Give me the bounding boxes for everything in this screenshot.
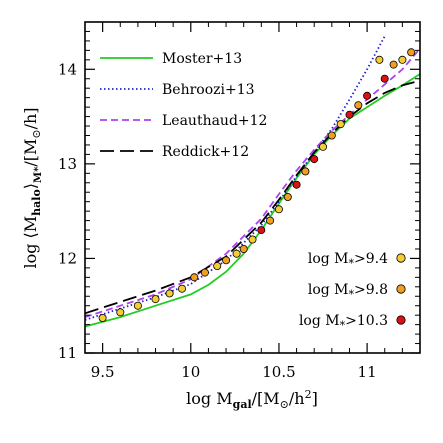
points-legend-label: log M*>9.8 <box>308 282 388 301</box>
data-point-24 <box>354 101 363 110</box>
data-point-1 <box>116 308 125 317</box>
data-point-15 <box>274 205 283 214</box>
data-point-9 <box>222 256 231 265</box>
data-point-7 <box>200 268 209 277</box>
x-tick-label: 9.5 <box>91 363 115 381</box>
data-point-0 <box>98 313 107 322</box>
data-point-30 <box>407 48 416 57</box>
x-tick-label: 10 <box>181 363 200 381</box>
legend-label-behroozi-13: Behroozi+13 <box>162 82 255 98</box>
series-line-moster-13 <box>84 73 421 328</box>
x-axis-label: log Mgal/[M⊙/h2] <box>186 388 318 411</box>
data-point-8 <box>213 261 222 270</box>
legend-label-moster-13: Moster+13 <box>162 51 242 67</box>
points-legend-marker <box>396 284 406 294</box>
legend-label-leauthaud-12: Leauthaud+12 <box>162 113 267 129</box>
data-point-22 <box>336 120 345 129</box>
data-point-4 <box>165 289 174 298</box>
data-point-14 <box>266 216 275 225</box>
data-point-13 <box>257 226 266 235</box>
data-point-6 <box>190 273 199 282</box>
y-tick-label: 12 <box>58 249 77 267</box>
y-tick-label: 14 <box>58 60 77 78</box>
data-point-2 <box>133 301 142 310</box>
data-point-28 <box>389 60 398 69</box>
x-tick-label: 11 <box>358 363 377 381</box>
y-tick-label: 13 <box>58 155 77 173</box>
data-point-29 <box>398 55 407 64</box>
data-point-25 <box>363 91 372 100</box>
points-legend-label: log M*>10.3 <box>299 313 388 332</box>
data-point-11 <box>239 244 248 253</box>
data-point-17 <box>292 180 301 189</box>
data-point-10 <box>232 249 241 258</box>
y-tick-label: 11 <box>58 344 77 362</box>
y-axis-label: log ⟨Mhalo⟩M*/[M⊙/h] <box>21 107 44 268</box>
data-point-18 <box>301 167 310 176</box>
data-point-3 <box>151 295 160 304</box>
series-line-leauthaud-12 <box>84 47 421 318</box>
data-point-16 <box>283 192 292 201</box>
data-point-27 <box>380 74 389 83</box>
data-point-26 <box>375 55 384 64</box>
data-point-5 <box>177 284 186 293</box>
series-line-behroozi-13 <box>84 35 386 321</box>
points-legend-marker <box>396 253 406 263</box>
data-point-20 <box>318 142 327 151</box>
series-line-reddick-12 <box>84 79 421 315</box>
x-tick-label: 10.5 <box>262 363 295 381</box>
points-legend-marker <box>396 315 406 325</box>
data-point-19 <box>310 155 319 164</box>
data-point-21 <box>327 131 336 140</box>
legend-label-reddick-12: Reddick+12 <box>162 144 249 160</box>
plot-frame <box>84 21 421 354</box>
points-legend-label: log M*>9.4 <box>308 251 388 270</box>
data-point-12 <box>248 235 257 244</box>
data-point-23 <box>345 110 354 119</box>
